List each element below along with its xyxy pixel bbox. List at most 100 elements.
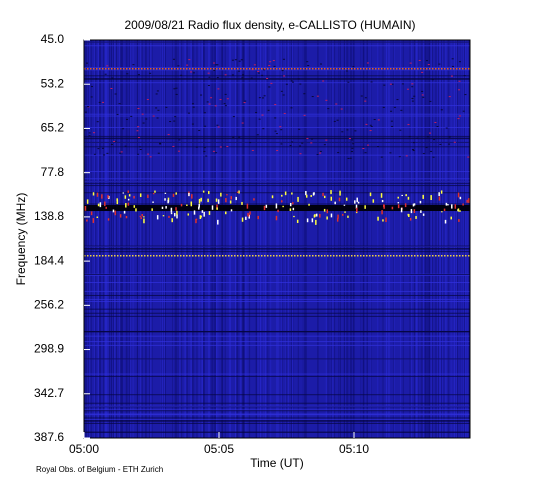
texture-streak [100, 40, 101, 438]
texture-streak [151, 40, 153, 438]
texture-speck [124, 145, 127, 147]
texture-dot [417, 68, 419, 70]
texture-burst [415, 216, 417, 219]
texture-speck [159, 143, 162, 145]
texture-row [84, 138, 470, 140]
x-tick-label: 05:10 [339, 442, 369, 456]
y-tick-label: 77.8 [41, 165, 65, 179]
texture-dot [210, 68, 212, 70]
texture-streak [420, 40, 422, 438]
texture-burst [450, 216, 452, 220]
texture-dot [255, 68, 257, 70]
texture-speck [101, 147, 104, 149]
texture-dot [150, 68, 152, 70]
y-tick-label: 138.8 [34, 209, 64, 223]
texture-streak [327, 40, 329, 438]
texture-streak [208, 40, 210, 438]
texture-burst [291, 192, 293, 195]
texture-streak [287, 40, 289, 438]
texture-streak [162, 40, 164, 438]
texture-burst [284, 191, 287, 196]
texture-streak [329, 40, 331, 438]
x-tick-label: 05:05 [204, 442, 234, 456]
y-tick-label: 53.2 [41, 76, 65, 90]
texture-speck [421, 71, 424, 73]
texture-burst [343, 204, 346, 206]
texture-speck [431, 79, 434, 81]
texture-burst [451, 204, 453, 209]
texture-burst [86, 199, 89, 204]
texture-dot [120, 68, 122, 70]
texture-speck [268, 86, 271, 88]
texture-dot [213, 255, 215, 257]
texture-dot [165, 68, 167, 70]
texture-burst [190, 202, 193, 205]
texture-speck [203, 150, 206, 152]
texture-dot [306, 255, 308, 257]
texture-speck [106, 152, 109, 154]
texture-dot [402, 68, 404, 70]
texture-burst [200, 197, 202, 202]
texture-row [84, 394, 470, 396]
texture-dot [360, 68, 362, 70]
texture-speck [191, 123, 194, 125]
texture-speck [285, 83, 288, 85]
texture-dot [357, 255, 359, 257]
texture-burst [164, 192, 167, 194]
texture-burst [124, 195, 127, 199]
texture-speck [177, 65, 180, 67]
texture-streak [346, 40, 348, 438]
texture-streak [257, 40, 259, 438]
texture-speck [241, 122, 244, 124]
texture-speck [400, 109, 403, 111]
texture-burst [170, 212, 173, 215]
texture-burst [248, 214, 250, 219]
texture-row [84, 409, 470, 411]
texture-speck [238, 70, 241, 72]
y-tick-label: 342.7 [34, 386, 64, 400]
texture-speck [311, 96, 314, 98]
texture-speck [198, 129, 201, 131]
texture-dot [462, 255, 464, 257]
texture-dot [210, 255, 212, 257]
texture-streak [191, 40, 192, 438]
texture-streak [263, 40, 265, 438]
texture-streak [340, 40, 341, 438]
texture-burst [443, 208, 446, 212]
texture-speck [88, 135, 91, 137]
texture-burst [369, 192, 372, 197]
texture-dot [180, 255, 182, 257]
texture-dot [180, 68, 182, 70]
texture-speck [351, 139, 354, 141]
texture-burst [385, 217, 387, 223]
texture-dot [411, 68, 413, 70]
texture-burst [312, 192, 315, 196]
texture-streak [113, 40, 114, 438]
texture-burst [292, 207, 295, 211]
texture-speck [467, 156, 470, 158]
texture-streak [107, 40, 109, 438]
texture-dot [297, 255, 299, 257]
texture-burst [397, 202, 400, 204]
texture-speck [219, 99, 222, 101]
texture-dot [381, 255, 383, 257]
texture-streak [179, 40, 181, 438]
texture-dot [342, 255, 344, 257]
texture-speck [208, 103, 211, 105]
texture-streak [297, 40, 299, 438]
texture-speck [347, 157, 350, 159]
texture-burst [405, 194, 407, 197]
texture-speck [114, 140, 117, 142]
texture-dot [375, 255, 377, 257]
texture-dot [159, 255, 161, 257]
texture-streak [338, 40, 340, 438]
texture-dot [102, 255, 104, 257]
texture-streak [201, 40, 203, 438]
texture-speck [390, 120, 393, 122]
texture-dot [228, 255, 230, 257]
texture-speck [457, 118, 460, 120]
texture-streak [344, 40, 346, 438]
texture-burst [407, 196, 410, 200]
texture-speck [398, 156, 401, 158]
texture-burst [420, 210, 422, 213]
